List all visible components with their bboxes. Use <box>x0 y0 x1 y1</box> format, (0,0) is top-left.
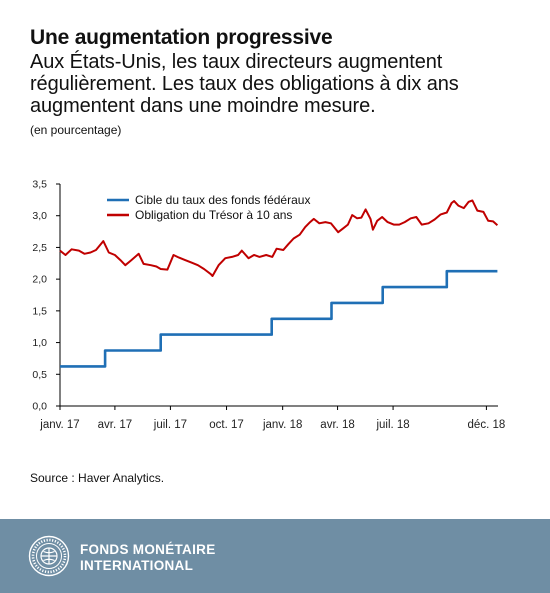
y-tick-label: 3,0 <box>32 210 47 222</box>
x-tick-label: juil. 17 <box>153 419 187 431</box>
chart-header: Une augmentation progressive Aux États-U… <box>30 26 530 138</box>
x-tick-label: avr. 18 <box>320 419 355 431</box>
y-tick-label: 2,5 <box>32 242 47 254</box>
imf-name-line1: FONDS MONÉTAIRE <box>80 542 216 557</box>
x-tick-label: déc. 18 <box>468 419 506 431</box>
y-tick-label: 2,0 <box>32 274 47 286</box>
legend-label: Obligation du Trésor à 10 ans <box>135 208 292 222</box>
x-tick-label: oct. 17 <box>209 419 244 431</box>
chart-title: Une augmentation progressive <box>30 26 333 49</box>
y-tick-label: 1,0 <box>32 337 47 349</box>
y-tick-label: 3,5 <box>32 179 47 191</box>
x-tick-label: avr. 17 <box>98 419 133 431</box>
series-line-1 <box>60 269 498 368</box>
line-chart: 0,0 0,5 1,0 1,5 2,0 2,5 3,0 3,5 janv. 17 avr. 17 j… <box>32 179 506 432</box>
footer-bar: FONDS MONÉTAIRE INTERNATIONAL <box>0 519 550 593</box>
x-tick-label: juil. 18 <box>375 419 409 431</box>
imf-name: FONDS MONÉTAIRE INTERNATIONAL <box>80 542 216 574</box>
units-label: (en pourcentage) <box>30 123 122 137</box>
imf-name-line2: INTERNATIONAL <box>80 558 194 573</box>
x-tick-label: janv. 17 <box>39 419 79 431</box>
x-tick-label: janv. 18 <box>262 419 302 431</box>
series-line-2 <box>59 199 499 277</box>
imf-seal-icon <box>28 535 70 577</box>
source-note: Source : Haver Analytics. <box>30 471 165 485</box>
chart-subtitle: Aux États-Unis, les taux directeurs augm… <box>30 51 459 117</box>
legend-label: Cible du taux des fonds fédéraux <box>135 193 310 207</box>
y-tick-label: 0,5 <box>32 369 47 381</box>
y-tick-label: 1,5 <box>32 305 47 317</box>
y-tick-label: 0,0 <box>32 401 47 413</box>
